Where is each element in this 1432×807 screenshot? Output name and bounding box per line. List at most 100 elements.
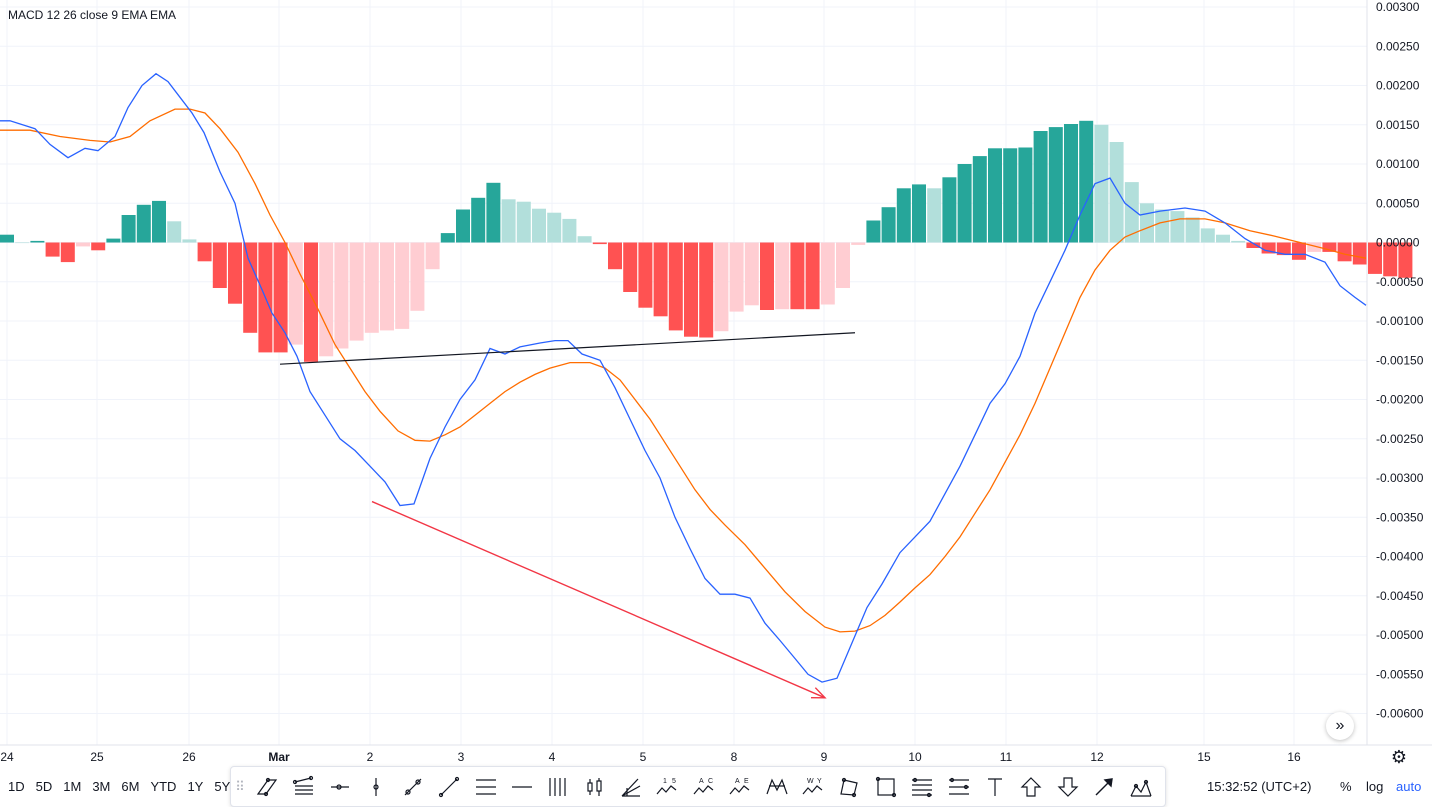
histogram-bar [1368,242,1382,274]
rectangle-icon[interactable] [868,771,904,803]
arrow-up-icon[interactable] [1013,771,1049,803]
histogram-bar [334,242,349,349]
horizontal-ray-icon[interactable] [322,771,358,803]
histogram-bar [1140,203,1154,243]
range-ytd[interactable]: YTD [150,779,177,794]
range-1m[interactable]: 1M [63,779,82,794]
histogram-bar [1064,124,1078,243]
histogram-bar [820,242,835,305]
histogram-bar [988,148,1002,243]
candles-icon[interactable] [577,771,613,803]
histogram-bar [1033,131,1048,243]
time-tick: 10 [908,750,922,764]
histogram-bar [881,207,896,243]
price-tick: 0.00250 [1376,39,1420,53]
histogram-bar [638,242,653,308]
histogram-bar [30,240,45,243]
fib-retracement-icon[interactable] [904,771,940,803]
price-tick: -0.00500 [1376,628,1424,642]
signal-line [0,108,1367,633]
head-shoulders-icon[interactable] [758,771,794,803]
time-tick: 8 [731,750,738,764]
histogram-bar [714,242,729,332]
scroll-to-realtime-button[interactable]: » [1326,712,1354,740]
histogram-bar [562,218,577,243]
price-scale[interactable]: 0.00300 0.00250 0.00200 0.00150 0.00100 0.000… [1376,0,1424,721]
price-tick: 0.00000 [1376,236,1420,250]
trend-angle-icon[interactable] [395,771,431,803]
histogram-bar [1109,142,1124,243]
svg-text:Y: Y [817,778,822,785]
arrow-drawing[interactable] [371,500,827,699]
histogram-bar [501,199,516,243]
time-scale[interactable]: 24 25 26 Mar 2 3 4 5 8 9 10 11 12 15 16 [0,750,1301,764]
time-tick: 4 [549,750,556,764]
range-1d[interactable]: 1D [8,779,25,794]
histogram-bar [273,242,288,353]
histogram-bar [1018,147,1033,243]
histogram-bar [456,209,470,243]
histogram-bar [866,220,881,243]
time-tick: Mar [268,750,290,764]
range-3m[interactable]: 3M [92,779,111,794]
grid-lines [0,0,1367,745]
vertical-lines-icon[interactable] [540,771,576,803]
histogram-bar [1216,234,1230,243]
auto-toggle[interactable]: auto [1396,779,1422,794]
arrow-marker-icon[interactable] [1086,771,1122,803]
histogram-bar [775,242,790,310]
histogram-bar [319,242,334,357]
histogram-bar [653,242,668,317]
histogram-bar [1094,124,1109,243]
percent-toggle[interactable]: % [1340,779,1352,794]
histogram-bar [1124,182,1139,243]
histogram-bar [1337,242,1352,262]
arrow-down-icon[interactable] [1050,771,1086,803]
range-5y[interactable]: 5Y [214,779,231,794]
macd-histogram [0,120,1413,362]
histogram-bar [577,236,592,243]
histogram-bar [927,188,942,243]
svg-text:E: E [744,778,749,785]
histogram-bar [60,242,75,263]
histogram-bar [668,242,683,331]
histogram-bar [197,242,212,262]
histogram-bar [729,242,744,312]
parallel-channel-icon[interactable] [249,771,285,803]
trend-line-icon[interactable] [431,771,467,803]
histogram-bar [167,221,182,243]
histogram-bar [304,242,318,362]
range-1y[interactable]: 1Y [187,779,204,794]
histogram-bar [182,239,197,243]
histogram-bar [1307,242,1322,252]
histogram-bar [425,242,440,270]
range-6m[interactable]: 6M [121,779,140,794]
text-icon[interactable] [977,771,1013,803]
horizontal-line-icon[interactable] [504,771,540,803]
price-tick: -0.00100 [1376,314,1424,328]
histogram-bar [243,242,258,333]
histogram-bar [1322,242,1337,252]
indicator-title[interactable]: MACD 12 26 close 9 EMA EMA [8,8,177,22]
drag-handle-icon[interactable]: ⠿ [235,778,245,794]
regression-trend-icon[interactable] [285,771,321,803]
range-5d[interactable]: 5D [35,779,53,794]
trend-line-drawing[interactable] [279,332,856,365]
horizontal-lines-icon[interactable] [467,771,503,803]
fib-extension-icon[interactable] [940,771,976,803]
vertical-line-icon[interactable] [358,771,394,803]
svg-text:1: 1 [663,778,667,785]
histogram-bar [121,215,136,243]
pitchfork-icon[interactable] [613,771,649,803]
log-toggle[interactable]: log [1366,779,1384,794]
clock-timezone[interactable]: 15:32:52 (UTC+2) [1207,779,1312,794]
gear-icon[interactable]: ⚙ [1390,747,1408,767]
triangle-pattern-icon[interactable] [831,771,867,803]
cycles-icon[interactable] [1122,771,1158,803]
